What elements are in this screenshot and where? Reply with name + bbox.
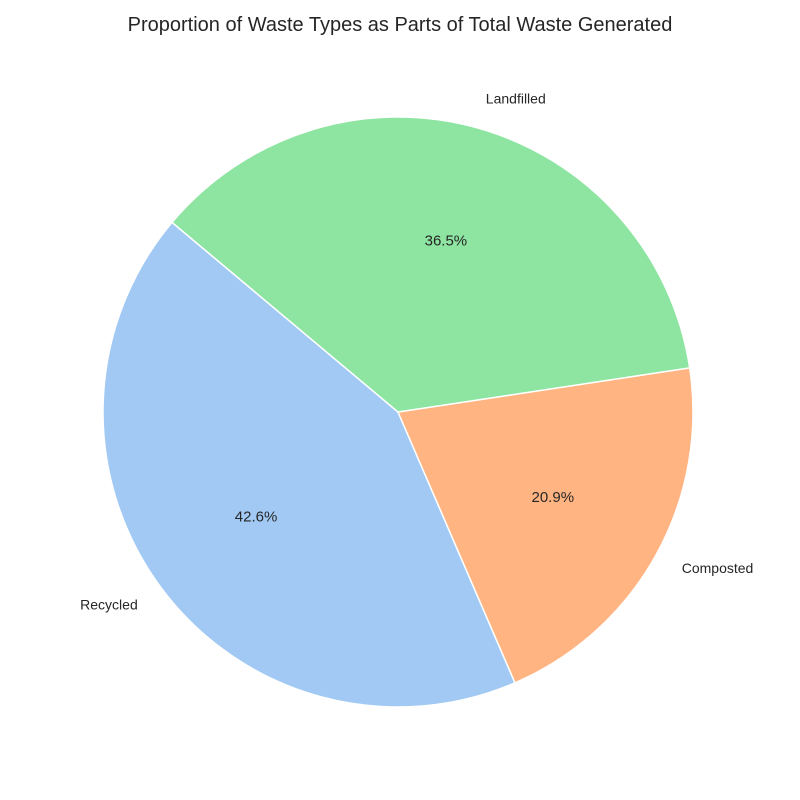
slice-label-landfilled: Landfilled (486, 90, 546, 106)
slice-label-composted: Composted (682, 560, 754, 576)
slice-percent-composted: 20.9% (532, 489, 575, 506)
pie-slice-composted (396, 367, 694, 684)
pie-slice-landfilled (170, 116, 691, 413)
chart-title: Proportion of Waste Types as Parts of To… (127, 14, 673, 36)
pie-slice-recycled (102, 221, 516, 708)
slice-percent-landfilled: 36.5% (425, 233, 468, 250)
slice-label-recycled: Recycled (80, 597, 138, 613)
slice-percent-recycled: 42.6% (235, 509, 278, 526)
